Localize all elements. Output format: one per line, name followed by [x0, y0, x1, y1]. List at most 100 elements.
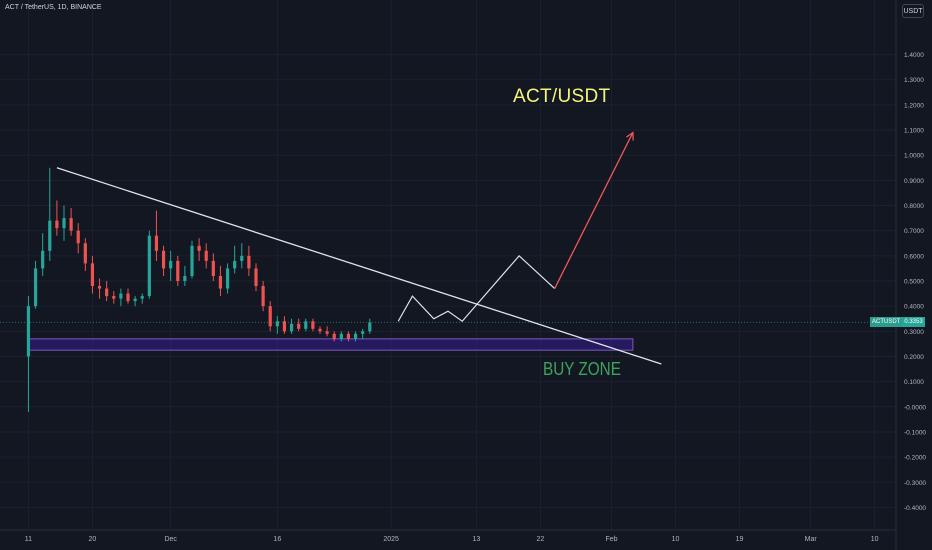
candle-body [90, 263, 95, 287]
candle [183, 265, 187, 287]
candle-body [297, 323, 301, 329]
candle [240, 243, 244, 269]
candle-body [126, 293, 130, 302]
candle [62, 205, 66, 241]
candle-body [197, 245, 201, 251]
time-tick-label: Feb [606, 536, 618, 543]
candle [197, 238, 201, 261]
time-tick-label: 13 [473, 536, 481, 543]
time-tick-label: 20 [89, 536, 97, 543]
chart-grid [0, 0, 896, 530]
trendline[interactable] [56, 167, 662, 365]
candle [353, 331, 358, 342]
candle-body [69, 218, 73, 231]
candle [218, 265, 223, 297]
candle [105, 281, 109, 302]
candle-body [240, 255, 244, 261]
price-tick-label: 1.3000 [904, 77, 924, 84]
candle [368, 318, 372, 334]
candle [90, 255, 95, 294]
candle [289, 318, 294, 334]
price-tick-label: 1.4000 [904, 52, 924, 59]
candle-body [119, 293, 123, 299]
candle-body [62, 218, 66, 229]
candle-body [282, 321, 287, 332]
candle [361, 328, 365, 339]
candle [304, 318, 308, 332]
projection-path[interactable] [397, 254, 556, 323]
candle-body [26, 306, 31, 357]
candle [346, 331, 351, 342]
price-tick-label: 0.3000 [904, 329, 924, 336]
bullish-arrow[interactable] [554, 131, 634, 289]
candle-body [261, 286, 265, 307]
time-tick-label: 22 [537, 536, 545, 543]
candle-body [76, 230, 80, 244]
candle [119, 288, 123, 307]
candle [76, 223, 80, 254]
candle-body [268, 306, 272, 327]
candle-body [318, 328, 322, 332]
price-tick-label: 1.0000 [904, 153, 924, 160]
candle-body [339, 333, 343, 339]
candle [325, 326, 329, 337]
candle [339, 331, 343, 342]
price-tick-label: 1.2000 [904, 102, 924, 109]
candle [297, 318, 301, 332]
candle [233, 245, 237, 274]
buy-zone-rect[interactable] [27, 338, 634, 351]
candle-body [311, 321, 315, 329]
price-tick-label: -0.1000 [904, 429, 926, 436]
candle [126, 288, 130, 304]
chart-annotation-title: ACT/USDT [513, 86, 611, 107]
candle [147, 230, 151, 299]
candle [83, 238, 87, 271]
time-tick-label: Dec [164, 536, 177, 543]
candle-body [176, 260, 180, 281]
candle-body [97, 286, 102, 289]
candle-body [233, 260, 237, 269]
candle [247, 245, 251, 276]
candle-body [55, 220, 59, 229]
currency-unit-button[interactable]: USDT [902, 4, 924, 18]
symbol-header: ACT / TetherUS, 1D, BINANCE [5, 4, 102, 11]
candle-body [247, 255, 251, 269]
candle-body [183, 275, 187, 281]
candle [268, 301, 272, 332]
candle [211, 253, 215, 281]
price-axis: 1.4000 1.3000 1.2000 1.1000 1.0000 0.9000 0.80… [904, 52, 926, 512]
price-tick-label: 0.8000 [904, 203, 924, 210]
candle [190, 240, 194, 279]
arrow-head [625, 131, 634, 141]
price-tag-value: 0.3353 [902, 317, 925, 328]
candle [318, 326, 322, 334]
candle-body [48, 220, 52, 251]
candle-body [368, 322, 372, 332]
candle [225, 263, 230, 294]
candle-body [325, 331, 329, 334]
candle [254, 263, 258, 292]
time-tick-label: 10 [672, 536, 680, 543]
candle-body [83, 243, 87, 264]
candle-body [154, 235, 159, 251]
candle-body [353, 333, 358, 339]
price-tick-label: -0.2000 [904, 455, 926, 462]
time-tick-label: 19 [736, 536, 744, 543]
time-tick-label: 16 [273, 536, 281, 543]
price-tag-symbol: ACTUSDT [870, 317, 903, 328]
candle-body [112, 296, 116, 299]
candle-body [275, 321, 279, 327]
candle [204, 243, 208, 269]
price-tick-label: -0.4000 [904, 505, 926, 512]
candle [176, 255, 180, 287]
price-tick-label: 0.4000 [904, 304, 924, 311]
candle-body [218, 275, 223, 289]
candle-body [147, 235, 151, 297]
price-tick-label: 0.6000 [904, 253, 924, 260]
candle [282, 316, 287, 334]
time-tick-label: 11 [25, 536, 32, 543]
candle-body [254, 268, 258, 287]
candles [26, 167, 372, 412]
candle [311, 318, 315, 332]
